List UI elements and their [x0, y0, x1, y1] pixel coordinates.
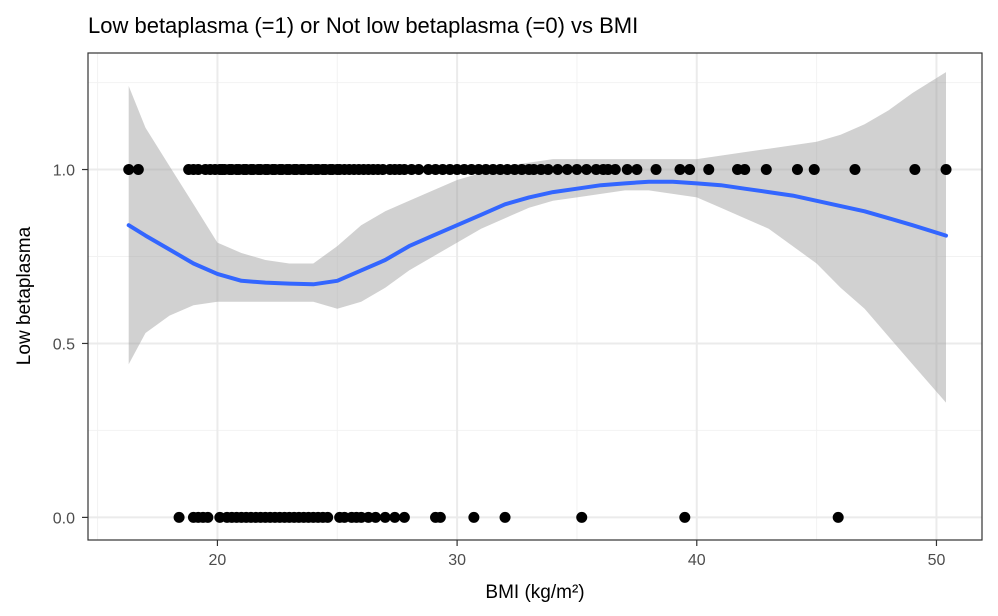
chart-title: Low betaplasma (=1) or Not low betaplasm… [88, 13, 638, 38]
point-y1 [561, 164, 573, 176]
point-y0 [379, 511, 391, 523]
point-y1 [849, 164, 861, 176]
panel-border [87, 52, 983, 541]
x-axis: 20 30 40 50 [209, 540, 946, 569]
point-y1 [542, 164, 554, 176]
point-y1 [684, 164, 696, 176]
point-y1 [808, 164, 820, 176]
point-y1 [132, 164, 144, 176]
point-y1 [703, 164, 715, 176]
point-y0 [173, 511, 185, 523]
point-y1 [571, 164, 583, 176]
point-y1 [581, 164, 593, 176]
y-axis-title: Low betaplasma [14, 226, 35, 365]
smooth-line [126, 179, 948, 287]
point-y0 [576, 511, 588, 523]
x-tick-label: 20 [209, 552, 227, 569]
x-tick-label: 50 [928, 552, 946, 569]
point-y0 [370, 511, 382, 523]
x-tick-label: 30 [448, 552, 466, 569]
point-y0 [398, 511, 410, 523]
confidence-ribbon [128, 72, 946, 403]
point-y1 [631, 164, 643, 176]
point-y1 [650, 164, 662, 176]
point-y0 [202, 511, 214, 523]
point-y0 [679, 511, 691, 523]
point-y1 [674, 164, 686, 176]
y-tick-label: 1.0 [53, 163, 75, 180]
point-y1 [552, 164, 564, 176]
point-y1 [609, 164, 621, 176]
y-tick-label: 0.5 [53, 336, 75, 353]
data-points [123, 164, 952, 523]
point-y1 [123, 164, 135, 176]
x-tick-label: 40 [688, 552, 706, 569]
point-y0 [389, 511, 401, 523]
point-y0 [499, 511, 511, 523]
point-y1 [413, 164, 425, 176]
y-tick-label: 0.0 [53, 510, 75, 527]
point-y1 [760, 164, 772, 176]
point-y1 [909, 164, 921, 176]
point-y0 [322, 511, 334, 523]
point-y0 [468, 511, 480, 523]
point-y1 [940, 164, 952, 176]
y-axis: 0.0 0.5 1.0 [53, 163, 88, 527]
point-y0 [434, 511, 446, 523]
point-y1 [621, 164, 633, 176]
point-y1 [791, 164, 803, 176]
point-y1 [739, 164, 751, 176]
point-y0 [832, 511, 844, 523]
x-axis-title: BMI (kg/m²) [485, 582, 584, 603]
